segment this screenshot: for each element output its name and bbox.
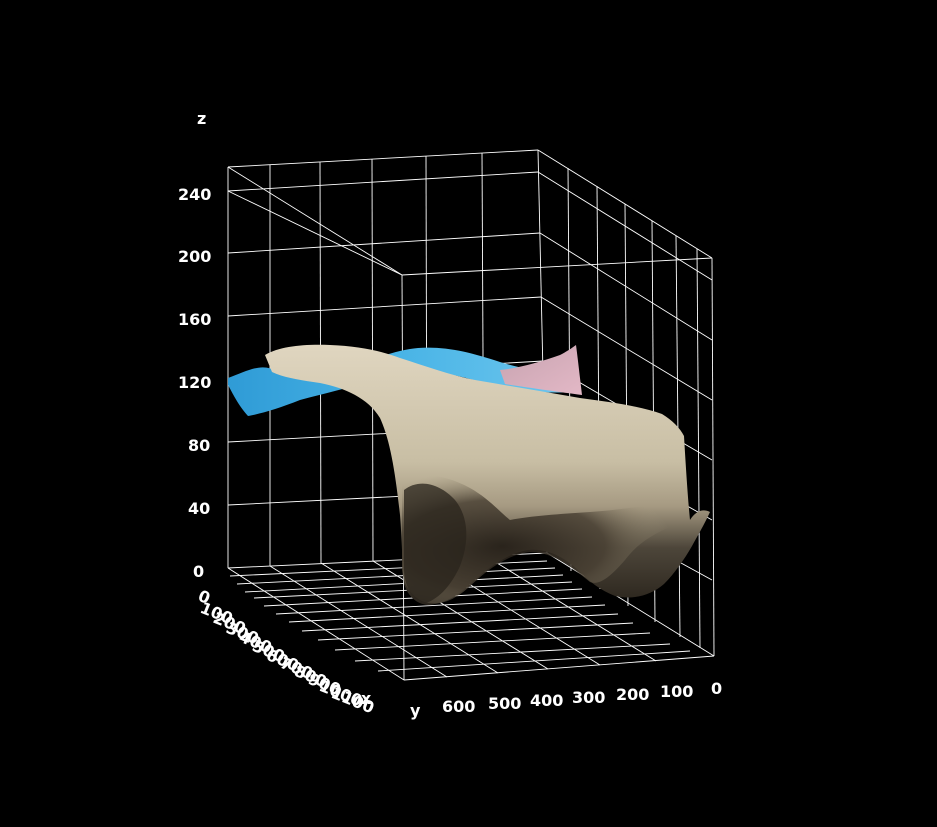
y-tick-label: 400 [530, 691, 563, 710]
z-axis-title: z [197, 109, 206, 128]
y-axis-title: y [410, 701, 421, 720]
y-tick-label: 600 [442, 697, 475, 716]
z-tick-label: 40 [188, 499, 210, 518]
y-axis-ticks: 600 500 400 300 200 100 0 [442, 679, 722, 716]
z-tick-label: 200 [178, 247, 211, 266]
y-tick-label: 200 [616, 685, 649, 704]
z-tick-label: 160 [178, 310, 211, 329]
y-tick-label: 100 [660, 682, 693, 701]
surface-pink [500, 345, 582, 395]
z-tick-label: 80 [188, 436, 210, 455]
z-tick-label: 0 [193, 562, 204, 581]
x-axis-ticks: 0 100 200 300 400 500 600 700 800 900 10… [196, 586, 377, 717]
x-axis-title: x [361, 689, 372, 708]
surface-blue [228, 347, 575, 416]
z-tick-label: 240 [178, 185, 211, 204]
surface-tan [265, 344, 710, 605]
z-tick-label: 120 [178, 373, 211, 392]
y-tick-label: 500 [488, 694, 521, 713]
y-tick-label: 0 [711, 679, 722, 698]
y-tick-label: 300 [572, 688, 605, 707]
z-axis-ticks: 240 200 160 120 80 40 0 [178, 185, 211, 581]
